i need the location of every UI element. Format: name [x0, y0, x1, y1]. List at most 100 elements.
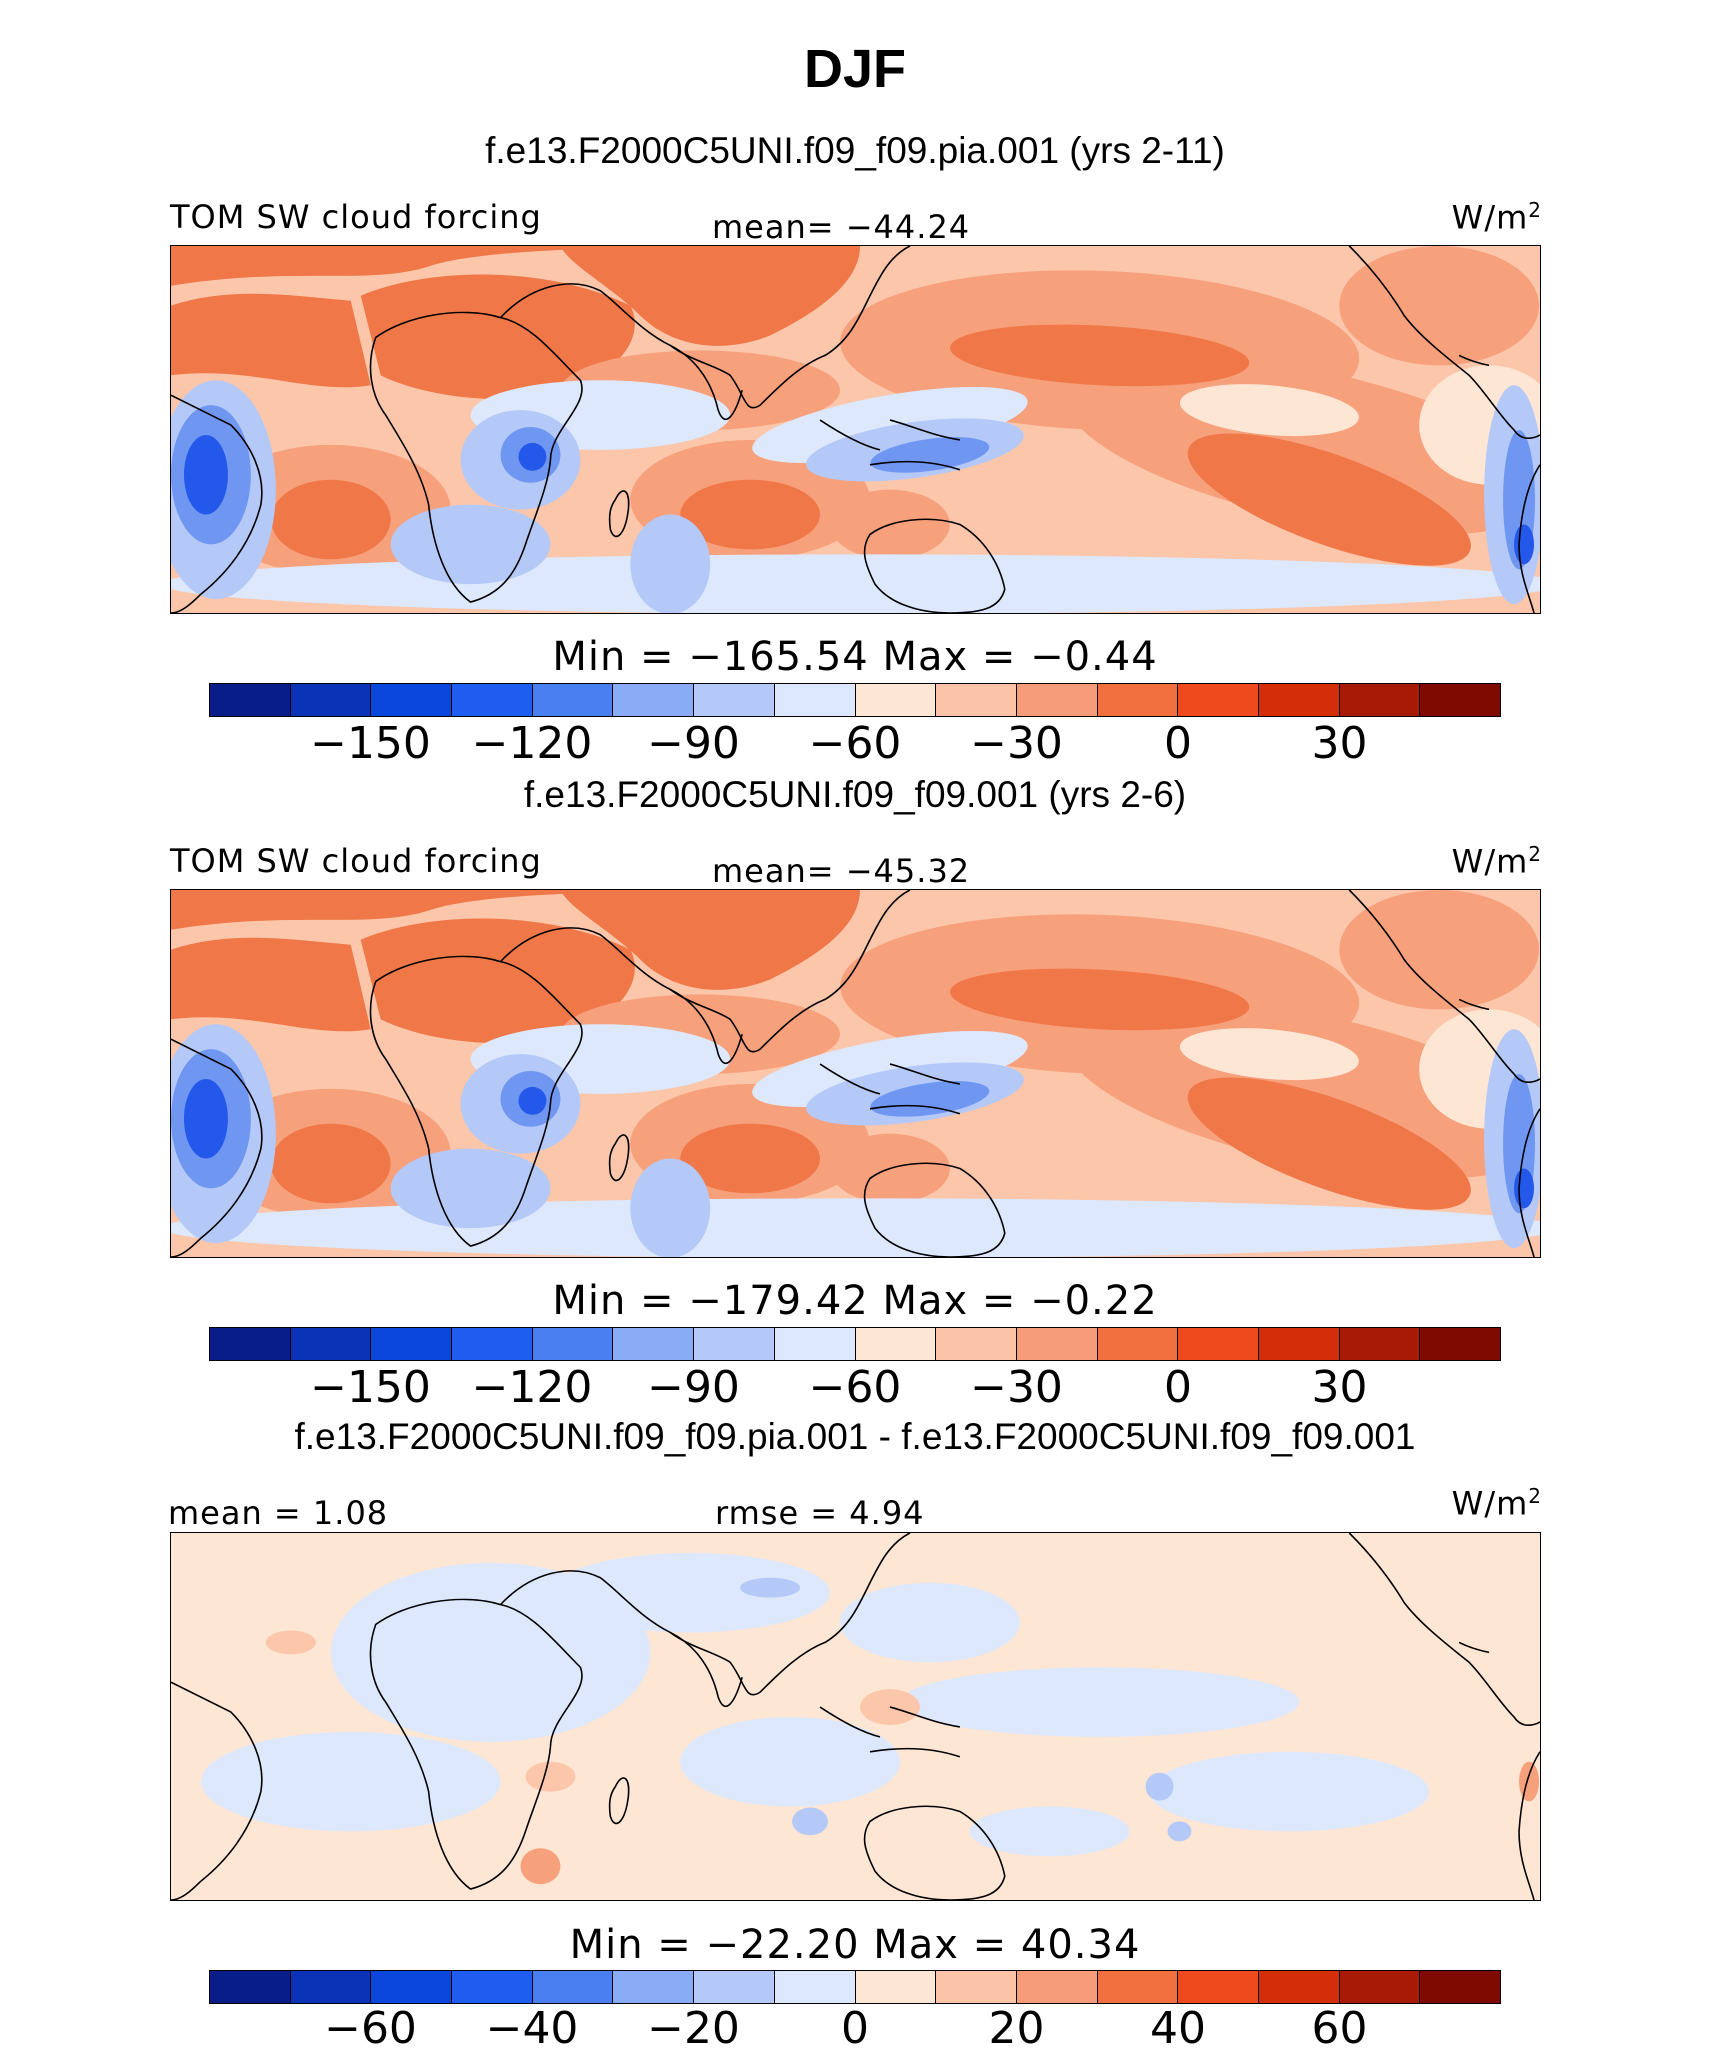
contour-fill [950, 968, 1250, 1031]
colorbar-tick-label: 0 [1164, 1362, 1192, 1413]
coastline [1348, 1533, 1540, 1726]
coastline [819, 1063, 961, 1115]
contour-fill [171, 1198, 1540, 1257]
coastline [669, 988, 743, 1065]
colorbar-cell [1258, 1328, 1340, 1360]
contour-fill [899, 1667, 1300, 1737]
colorbar-cell [694, 1328, 775, 1360]
contour-fill [560, 890, 860, 990]
contour-fill [550, 1552, 831, 1633]
colorbar-cell [371, 1971, 453, 2003]
contour-fill [200, 1731, 501, 1832]
contour-fill [525, 1761, 576, 1792]
colorbar-cell [1339, 1971, 1421, 2003]
coastline [1518, 464, 1540, 613]
colorbar-cell [774, 1971, 856, 2003]
panel3-mean-label: mean = 1.08 [168, 1494, 389, 1532]
contour-fill [680, 1716, 900, 1807]
contour-fill [680, 1123, 821, 1194]
contour-fill [630, 1158, 711, 1257]
colorbar-cell [1420, 684, 1500, 716]
panel1-case-title: f.e13.F2000C5UNI.f09_f09.pia.001 (yrs 2-… [485, 130, 1225, 171]
contour-fill [1187, 433, 1471, 566]
colorbar-cell [1420, 1971, 1500, 2003]
colorbar-cell [532, 1328, 614, 1360]
colorbar-cell [694, 1971, 775, 2003]
colorbar-cell [694, 684, 775, 716]
panel3-colorbar [209, 1970, 1501, 2004]
coastline [863, 1805, 1006, 1900]
colorbar-tick-label: 40 [1150, 2003, 1206, 2054]
colorbar-cell [613, 1971, 695, 2003]
panel1-units-label: W/m2 [1451, 198, 1542, 237]
colorbar-cell [1016, 1328, 1098, 1360]
colorbar-tick-label: −90 [647, 718, 740, 769]
contour-fill [183, 434, 228, 515]
contour-fill [1339, 246, 1540, 366]
colorbar-tick-label: 0 [1164, 718, 1192, 769]
panel2-units-label: W/m2 [1451, 842, 1542, 881]
contour-fill [752, 386, 1028, 464]
contour-fill [792, 1807, 829, 1836]
colorbar-cell [1016, 684, 1098, 716]
colorbar-tick-label: −60 [808, 1362, 902, 1413]
panel2-minmax: Min = −179.42 Max = −0.22 [552, 1278, 1158, 1324]
colorbar-tick-label: 20 [988, 2003, 1045, 2054]
colorbar-cell [936, 684, 1017, 716]
coastline [608, 490, 630, 538]
contour-fill [630, 514, 711, 613]
colorbar-tick-label: 30 [1311, 1362, 1368, 1413]
panel3-case-title: f.e13.F2000C5UNI.f09_f09.pia.001 - f.e13… [294, 1416, 1416, 1457]
colorbar-cell [936, 1328, 1017, 1360]
colorbar-cell [371, 684, 453, 716]
contour-fill [969, 1806, 1130, 1857]
coastline [1458, 1641, 1490, 1654]
colorbar-cell [210, 1971, 291, 2003]
coastline [608, 1134, 630, 1182]
coastline [171, 394, 263, 613]
colorbar-cell [532, 1971, 614, 2003]
colorbar-tick-label: −60 [324, 2003, 417, 2054]
panel1-left-label: TOM SW cloud forcing [170, 198, 542, 236]
coastline [499, 890, 911, 1053]
coastline [1518, 1751, 1540, 1900]
colorbar-tick-label: 60 [1311, 2003, 1368, 2054]
colorbar-cell [1097, 1971, 1179, 2003]
contour-fill [1187, 1077, 1471, 1210]
coastline [608, 1777, 630, 1825]
colorbar-cell [290, 1971, 372, 2003]
coastline [1458, 354, 1490, 367]
colorbar-cell [290, 684, 372, 716]
colorbar-cell [290, 1328, 372, 1360]
coastline [369, 311, 583, 603]
coastline [863, 518, 1006, 613]
colorbar-cell [371, 1328, 453, 1360]
colorbar-tick-label: −30 [970, 718, 1063, 769]
coastline [171, 1681, 263, 1900]
contour-fill [560, 246, 860, 346]
colorbar-tick-label: −150 [310, 718, 431, 769]
colorbar-cell [210, 684, 291, 716]
panel2-case-title: f.e13.F2000C5UNI.f09_f09.001 (yrs 2-6) [523, 774, 1187, 815]
coastline [499, 1533, 911, 1696]
contour-fill [870, 437, 990, 473]
contour-fill [870, 1081, 990, 1117]
contour-fill [1167, 1821, 1192, 1842]
colorbar-tick-label: −150 [310, 1362, 431, 1413]
contour-fill [171, 246, 870, 286]
coastline [863, 1162, 1006, 1257]
colorbar-tick-label: −120 [471, 718, 593, 769]
panel2-left-label: TOM SW cloud forcing [170, 842, 542, 880]
contour-fill [1519, 1761, 1540, 1802]
contour-fill [270, 479, 391, 560]
colorbar-cell [1339, 1328, 1421, 1360]
colorbar-cell [1420, 1328, 1500, 1360]
colorbar-cell [1097, 684, 1179, 716]
colorbar-cell [936, 1971, 1017, 2003]
coastline [669, 344, 743, 421]
colorbar-tick-label: 0 [841, 2003, 869, 2054]
panel1-minmax: Min = −165.54 Max = −0.44 [552, 634, 1158, 680]
colorbar-cell [1258, 684, 1340, 716]
contour-fill [1145, 1772, 1174, 1801]
panel1-contour-plot [171, 246, 1540, 613]
